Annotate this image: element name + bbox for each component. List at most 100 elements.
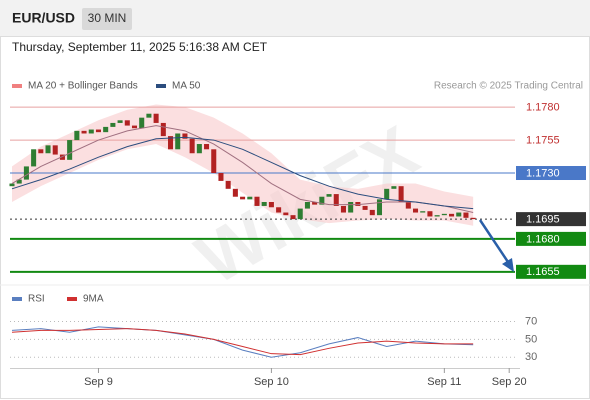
level-label-box [516,231,586,246]
candle [247,196,253,200]
candle [369,209,375,216]
bollinger-band [12,104,474,226]
level-label-box [516,264,586,279]
candle [9,183,15,187]
legend-label: MA 50 [172,81,201,92]
symbol: EUR/USD [12,10,75,26]
moving-average [11,136,474,210]
candle [139,117,145,129]
forecast-arrow [478,219,510,263]
candle [283,212,289,216]
candle [189,138,195,154]
level-label: 1.1695 [526,214,560,226]
candle [261,201,267,206]
candle [362,205,368,210]
candle [376,199,383,216]
candle [160,122,166,137]
rsi-line [11,326,474,358]
candle [52,145,58,155]
candle [391,186,397,189]
candle [319,196,325,205]
candle [456,212,462,217]
candle [348,201,354,213]
candle [449,213,455,217]
candle [420,211,426,213]
level-label-box [516,212,586,227]
rsi-tick-label: 30 [525,351,537,363]
candle [225,180,231,189]
rsi-tick-label: 70 [525,315,537,327]
candle [23,166,29,180]
candle [211,149,217,174]
x-tick-label: Sep 9 [84,376,113,388]
candle [304,201,310,209]
level-label: 1.1655 [526,266,560,278]
source: Research © 2025 Trading Central [434,81,583,92]
candle [16,179,22,184]
legend-label: RSI [28,294,45,305]
candle [31,149,37,167]
candle [398,186,404,202]
timeframe-box [82,8,132,30]
x-tick-label: Sep 11 [427,376,461,388]
candle [153,113,159,123]
candle [74,130,80,141]
rsi-tick-label: 50 [525,333,537,345]
candle [405,201,411,209]
candle [326,194,332,197]
candle [38,149,44,154]
candle [240,196,246,200]
rsi-line [11,328,474,356]
candle [81,130,87,134]
candle [124,120,130,126]
candle [434,215,440,217]
candle [131,125,138,129]
candle [254,196,260,206]
level-label: 1.1755 [526,134,560,146]
candle [117,120,123,123]
candle [290,215,296,220]
level-label: 1.1680 [526,233,560,245]
candle [355,201,361,206]
candle [204,144,210,150]
x-tick-label: Sep 10 [254,376,289,388]
candle [182,133,188,139]
candle [95,129,101,133]
candle [59,154,65,160]
candle [168,136,174,150]
timeframe: 30 MIN [88,11,127,25]
candle [463,212,469,218]
legend-label: MA 20 + Bollinger Bands [28,81,138,92]
x-tick-label: Sep 20 [492,376,527,388]
candle [175,133,181,150]
candle [333,194,339,206]
candle [427,211,433,217]
moving-average [11,125,474,214]
candle [441,213,447,216]
candle [384,188,390,200]
legend-label: 9MA [83,294,104,305]
legend-swatch [12,84,22,88]
candle [146,113,152,118]
timestamp: Thursday, September 11, 2025 5:16:38 AM … [12,40,268,54]
candle [297,208,303,220]
legend-swatch [67,297,77,301]
candle [412,208,419,213]
candle [470,217,476,220]
forecast-arrow-head [502,258,514,272]
candle [45,145,51,154]
candle [88,129,94,134]
level-label: 1.1780 [526,102,560,114]
legend-swatch [12,297,22,301]
candle [196,144,202,154]
level-label: 1.1730 [526,167,560,179]
legend-swatch [156,84,166,88]
candle [268,201,274,208]
level-label-box [516,166,586,181]
candle [103,126,109,133]
candle [276,207,282,213]
candle [312,201,318,205]
candle [218,173,224,181]
candle [110,122,116,127]
